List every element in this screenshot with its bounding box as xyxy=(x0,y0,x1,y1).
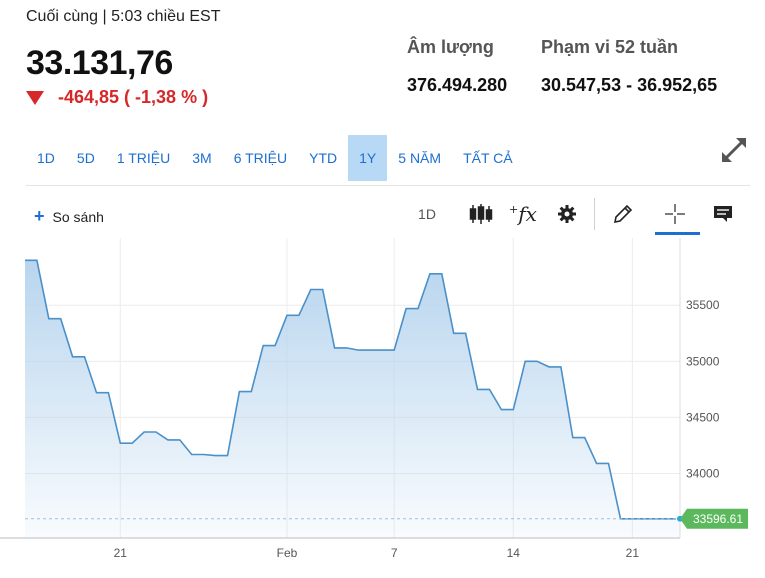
comment-icon[interactable] xyxy=(708,198,738,230)
candlestick-icon[interactable] xyxy=(466,198,496,230)
x-axis-ticks: 21 Feb 7 14 21 xyxy=(114,546,640,560)
timeframe-tabs: 1D 5D 1 TRIỆU 3M 6 TRIỆU YTD 1Y 5 NĂM TẤ… xyxy=(26,135,524,181)
active-tool-indicator xyxy=(655,232,700,235)
price-value: 33.131,76 xyxy=(26,44,173,82)
x-tick-label: 21 xyxy=(114,546,128,560)
last-price-badge-shape xyxy=(680,508,748,529)
y-tick-label: 34000 xyxy=(686,467,720,481)
range-value: 30.547,53 - 36.952,65 xyxy=(541,75,718,95)
tab-all[interactable]: TẤT CẢ xyxy=(463,150,513,166)
tab-5-year[interactable]: 5 NĂM xyxy=(398,150,442,166)
last-price-badge-text: 33596.61 xyxy=(693,512,743,526)
tab-ytd[interactable]: YTD xyxy=(309,150,338,166)
last-price-badge: 33596.61 xyxy=(680,508,748,529)
expand-icon[interactable] xyxy=(719,135,749,165)
compare-label: So sánh xyxy=(52,208,104,225)
price-change-text: -464,85 ( -1,38 % ) xyxy=(58,87,209,107)
price-line xyxy=(25,259,680,520)
tab-1y[interactable]: 1Y xyxy=(348,135,388,181)
tab-6-month[interactable]: 6 TRIỆU xyxy=(233,150,288,166)
volume-value: 376.494.280 xyxy=(407,75,508,95)
compare-button[interactable]: + So sánh xyxy=(34,206,104,227)
toolbar-divider xyxy=(26,185,750,186)
y-tick-label: 35000 xyxy=(686,354,720,368)
interval-selector[interactable]: 1D xyxy=(418,206,436,222)
x-tick-label: 21 xyxy=(626,546,640,560)
tab-3m[interactable]: 3M xyxy=(192,150,212,166)
x-tick-label: 14 xyxy=(507,546,521,560)
tab-1d[interactable]: 1D xyxy=(37,150,55,166)
tab-5d[interactable]: 5D xyxy=(76,150,95,166)
x-tick-label: 7 xyxy=(391,546,398,560)
last-update-label: Cuối cùng | 5:03 chiều EST xyxy=(26,8,221,25)
y-tick-label: 34500 xyxy=(686,410,720,424)
down-triangle-icon xyxy=(26,90,44,105)
pencil-icon[interactable] xyxy=(608,198,638,230)
range-label: Phạm vi 52 tuần xyxy=(541,37,679,57)
plus-icon: + xyxy=(34,206,45,226)
toolbar-separator xyxy=(594,198,595,230)
price-area-fill xyxy=(25,260,680,538)
x-tick-label: Feb xyxy=(277,546,298,560)
y-axis-ticks: 34000 34500 35000 35500 xyxy=(686,298,720,480)
crosshair-icon[interactable] xyxy=(660,198,690,230)
price-chart[interactable]: 33596.61 21 Feb 7 14 21 34000 34500 35000 35500 xyxy=(0,238,765,578)
function-icon[interactable]: + fx xyxy=(509,202,537,226)
price-change: -464,85 ( -1,38 % ) xyxy=(26,87,208,108)
volume-label: Âm lượng xyxy=(407,37,494,57)
tab-1-month[interactable]: 1 TRIỆU xyxy=(116,150,171,166)
y-tick-label: 35500 xyxy=(686,298,720,312)
gear-icon[interactable] xyxy=(553,198,581,230)
